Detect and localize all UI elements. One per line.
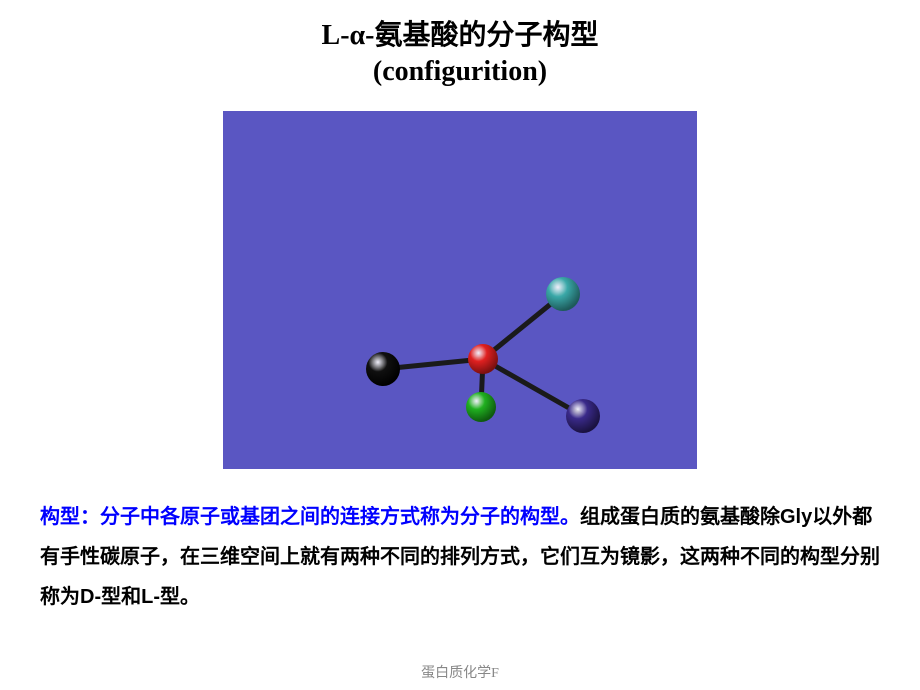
body-paragraph: 构型：分子中各原子或基团之间的连接方式称为分子的构型。组成蛋白质的氨基酸除Gly…: [40, 497, 880, 617]
molecule-diagram: [223, 111, 697, 469]
title-line-2: (configurition): [0, 54, 920, 90]
slide-title: L-α-氨基酸的分子构型 (configurition): [0, 0, 920, 91]
slide-footer: 蛋白质化学F: [0, 662, 920, 682]
title-line-1: L-α-氨基酸的分子构型: [0, 18, 920, 54]
definition-text: 分子中各原子或基团之间的连接方式称为分子的构型。: [100, 506, 580, 528]
molecule-svg: [223, 111, 697, 469]
definition-label: 构型：: [40, 506, 100, 528]
molecule-diagram-container: [0, 111, 920, 469]
